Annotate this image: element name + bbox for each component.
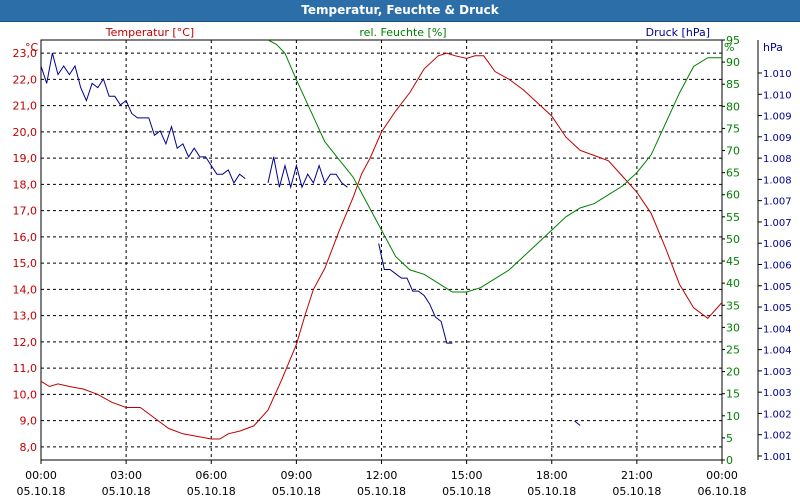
pressure-tick-label: 1.005: [763, 303, 792, 314]
temperature-tick-label: 9,0: [20, 415, 38, 428]
pressure-tick-label: 1.009: [763, 133, 792, 144]
humidity-tick-label: 80: [726, 100, 740, 113]
x-tick-date: 05.10.18: [272, 485, 321, 498]
x-tick-time: 21:00: [621, 469, 653, 482]
temperature-tick-label: 22,0: [13, 73, 38, 86]
humidity-tick-label: 0: [726, 454, 733, 467]
humidity-unit: %: [724, 41, 734, 54]
temperature-tick-label: 17,0: [13, 205, 38, 218]
temperature-tick-label: 12,0: [13, 336, 38, 349]
humidity-tick-label: 65: [726, 167, 740, 180]
pressure-tick-label: 1.008: [763, 175, 792, 186]
temperature-tick-label: 10,0: [13, 388, 38, 401]
temperature-tick-labels: 8,0 9,0 10,0 11,0 12,0 13,0 14,0 15,0 16,0 17,0 18…: [13, 47, 38, 454]
humidity-tick-label: 30: [726, 321, 740, 334]
pressure-tick-label: 1.006: [763, 239, 792, 250]
x-tick-time: 09:00: [281, 469, 313, 482]
pressure-tick-label: 1.003: [763, 367, 792, 378]
humidity-tick-label: 55: [726, 211, 740, 224]
pressure-series-line: [267, 156, 348, 190]
x-tick-time: 03:00: [110, 469, 142, 482]
chart-title: Temperatur, Feuchte & Druck: [301, 3, 499, 17]
temperature-unit: °C: [25, 41, 39, 54]
pressure-series-line: [40, 52, 246, 184]
humidity-series-line: [267, 39, 722, 293]
pressure-tick-label: 1.010: [763, 90, 792, 101]
temperature-tick-label: 11,0: [13, 362, 38, 375]
temperature-axis-label: Temperatur [°C]: [105, 26, 194, 39]
humidity-tick-label: 50: [726, 233, 740, 246]
x-tick-date: 05.10.18: [612, 485, 661, 498]
pressure-tick-label: 1.003: [763, 388, 792, 399]
series-lines: [40, 39, 723, 440]
humidity-tick-label: 90: [726, 56, 740, 69]
x-tick-time: 18:00: [536, 469, 568, 482]
temperature-tick-label: 15,0: [13, 257, 38, 270]
humidity-tick-label: 25: [726, 343, 740, 356]
x-tick-date: 05.10.18: [527, 485, 576, 498]
temperature-tick-label: 20,0: [13, 126, 38, 139]
pressure-tick-label: 1.001: [763, 452, 792, 463]
temperature-tick-label: 19,0: [13, 152, 38, 165]
x-tick-time: 00:00: [25, 469, 57, 482]
humidity-tick-label: 5: [726, 432, 733, 445]
pressure-tick-label: 1.008: [763, 154, 792, 165]
humidity-tick-label: 45: [726, 255, 740, 268]
humidity-tick-label: 40: [726, 277, 740, 290]
humidity-tick-label: 75: [726, 122, 740, 135]
x-tick-time: 00:00: [706, 469, 738, 482]
humidity-tick-label: 70: [726, 145, 740, 158]
humidity-axis-label: rel. Feuchte [%]: [359, 26, 446, 39]
temperature-tick-label: 16,0: [13, 231, 38, 244]
pressure-tick-label: 1.007: [763, 197, 792, 208]
temperature-tick-label: 18,0: [13, 178, 38, 191]
grid: [41, 40, 722, 460]
x-tick-labels: 00:00 05.10.18 03:00 05.10.18 06:00 05.10.18 0…: [17, 460, 747, 498]
pressure-tick-label: 1.009: [763, 112, 792, 123]
humidity-tick-label: 20: [726, 366, 740, 379]
pressure-series-line: [378, 243, 453, 344]
pressure-tick-label: 1.004: [763, 324, 792, 335]
x-tick-date: 06.10.18: [698, 485, 747, 498]
title-bar: Temperatur, Feuchte & Druck: [0, 0, 800, 22]
humidity-tick-label: 15: [726, 388, 740, 401]
pressure-tick-label: 1.005: [763, 282, 792, 293]
x-tick-time: 12:00: [366, 469, 398, 482]
temperature-tick-label: 21,0: [13, 100, 38, 113]
humidity-tick-label: 95: [726, 34, 740, 47]
pressure-tick-label: 1.010: [763, 69, 792, 80]
x-tick-date: 05.10.18: [17, 485, 66, 498]
humidity-tick-label: 85: [726, 78, 740, 91]
humidity-tick-label: 10: [726, 410, 740, 423]
x-tick-date: 05.10.18: [187, 485, 236, 498]
pressure-tick-label: 1.007: [763, 218, 792, 229]
x-tick-time: 15:00: [451, 469, 483, 482]
temperature-tick-label: 13,0: [13, 310, 38, 323]
pressure-tick-label: 1.002: [763, 409, 792, 420]
x-tick-time: 06:00: [195, 469, 227, 482]
temperature-tick-label: 8,0: [20, 441, 38, 454]
x-tick-date: 05.10.18: [357, 485, 406, 498]
temperature-tick-label: 14,0: [13, 283, 38, 296]
pressure-axis-label: Druck [hPa]: [646, 26, 710, 39]
humidity-tick-label: 60: [726, 189, 740, 202]
pressure-series-line: [574, 420, 581, 426]
x-tick-date: 05.10.18: [442, 485, 491, 498]
pressure-tick-label: 1.006: [763, 261, 792, 272]
pressure-tick-label: 1.004: [763, 346, 792, 357]
temperature-series-line: [40, 52, 723, 440]
humidity-tick-labels: 0 5 10 15 20 25 30 35 40 45 50 55 60 65 70 75 80 85 90 95: [722, 34, 740, 467]
x-tick-date: 05.10.18: [102, 485, 151, 498]
humidity-tick-label: 35: [726, 299, 740, 312]
pressure-unit: hPa: [763, 41, 783, 54]
pressure-tick-labels: 1.001 1.002 1.002 1.003 1.003 1.004 1.004 1.005…: [757, 40, 792, 463]
pressure-tick-label: 1.002: [763, 431, 792, 442]
temperature-tick-label: 23,0: [13, 47, 38, 60]
